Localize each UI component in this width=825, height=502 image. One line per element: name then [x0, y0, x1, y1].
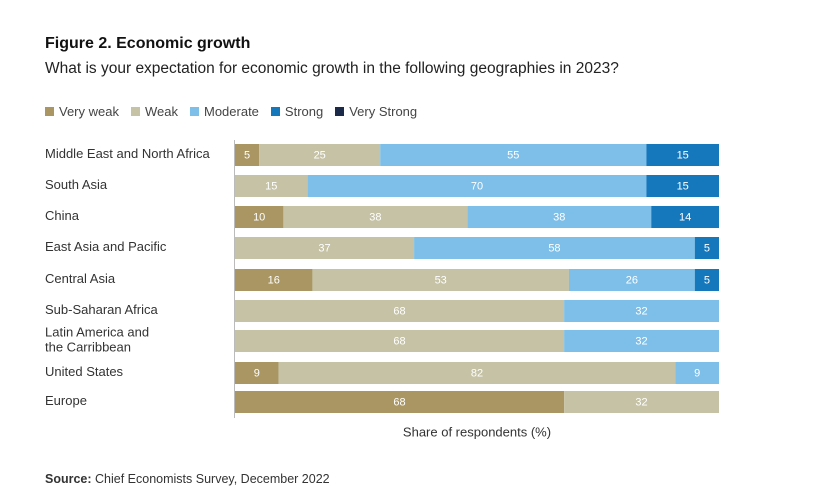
data-label: 32	[635, 335, 647, 347]
legend-item-moderate: Moderate	[189, 104, 259, 119]
data-label: 14	[679, 211, 691, 223]
legend-label: Moderate	[203, 104, 259, 119]
data-label: 68	[393, 335, 405, 347]
data-label: 15	[265, 180, 277, 192]
data-label: 38	[369, 211, 381, 223]
bar-segment-weak	[235, 237, 415, 259]
data-label: 58	[548, 242, 560, 254]
bar-segment-very-weak	[235, 206, 284, 228]
figure-title: Figure 2. Economic growth	[45, 35, 251, 52]
bar-segment-moderate	[380, 144, 647, 166]
bar-segment-weak	[259, 144, 381, 166]
bar-segment-moderate	[414, 237, 695, 259]
legend-swatch	[189, 107, 199, 116]
bar-segment-very-weak	[235, 391, 565, 413]
category-label: Sub-Saharan Africa	[45, 302, 159, 317]
stacked-bar-chart: Middle East and North Africa 5 25 55 15South…	[45, 140, 719, 439]
category-label: China	[45, 208, 80, 223]
bar-segment-moderate	[564, 300, 719, 322]
bar-segment-strong	[646, 175, 719, 197]
bar-segment-moderate	[675, 362, 719, 384]
data-label: 5	[704, 242, 710, 254]
legend-label: Weak	[144, 104, 178, 119]
legend-swatch	[335, 107, 345, 116]
category-label: Europe	[45, 393, 87, 408]
data-label: 32	[635, 305, 647, 317]
data-label: 53	[435, 274, 447, 286]
bar-segment-weak	[235, 175, 308, 197]
x-axis-label: Share of respondents (%)	[403, 424, 551, 439]
data-label: 26	[626, 274, 638, 286]
data-label: 32	[635, 396, 647, 408]
data-label: 10	[253, 211, 265, 223]
figure-subtitle: What is your expectation for economic gr…	[45, 60, 619, 77]
data-label: 5	[704, 274, 710, 286]
data-label: 82	[471, 367, 483, 379]
bar-segment-weak	[235, 330, 565, 352]
legend-label: Strong	[284, 104, 324, 119]
bar-segment-moderate	[307, 175, 647, 197]
legend-label: Very weak	[59, 104, 119, 119]
bar-segment-weak	[564, 391, 719, 413]
data-label: 5	[244, 149, 250, 161]
data-label: 9	[254, 367, 260, 379]
bar-segment-strong	[694, 237, 719, 259]
legend-label: Very Strong	[349, 104, 418, 119]
category-label: Central Asia	[45, 271, 116, 286]
legend-swatch	[270, 107, 280, 116]
category-label: United States	[45, 364, 124, 379]
data-label: 68	[393, 396, 405, 408]
legend-item-strong: Strong	[270, 104, 324, 119]
data-label: 9	[694, 367, 700, 379]
data-label: 16	[268, 274, 280, 286]
bar-segment-moderate	[568, 269, 695, 291]
data-label: 70	[471, 180, 483, 192]
data-label: 38	[553, 211, 565, 223]
data-label: 15	[677, 180, 689, 192]
source-text: Chief Economists Survey, December 2022	[91, 472, 330, 486]
legend-swatch	[130, 107, 140, 116]
legend-swatch	[45, 107, 54, 116]
data-label: 37	[318, 242, 330, 254]
bar-segment-moderate	[467, 206, 652, 228]
data-label: 15	[677, 149, 689, 161]
bar-segment-weak	[278, 362, 676, 384]
legend-item-weak: Weak	[130, 104, 178, 119]
category-label: South Asia	[45, 177, 108, 192]
legend-item-very-strong: Very Strong	[335, 104, 417, 119]
data-label: 55	[507, 149, 519, 161]
legend-item-very-weak: Very weak	[45, 104, 119, 119]
bar-segment-moderate	[564, 330, 719, 352]
bar-segment-weak	[283, 206, 468, 228]
category-label: Latin America and the Carribbean	[45, 325, 149, 355]
data-label: 68	[393, 305, 405, 317]
category-label: East Asia and Pacific	[45, 239, 167, 254]
bar-segment-very-weak	[235, 362, 279, 384]
category-label: Middle East and North Africa	[45, 146, 211, 161]
bar-segment-weak	[235, 300, 565, 322]
source-label: Source:	[45, 472, 92, 486]
bar-segment-weak	[312, 269, 569, 291]
data-label: 25	[314, 149, 326, 161]
bar-segment-strong	[651, 206, 719, 228]
chart-legend: Very weak Weak Moderate Strong Very Strong	[45, 104, 429, 119]
bar-segment-very-weak	[235, 144, 260, 166]
source-note: Source: Chief Economists Survey, Decembe…	[45, 472, 330, 486]
bar-segment-strong	[694, 269, 719, 291]
bar-segment-very-weak	[235, 269, 313, 291]
bar-segment-strong	[646, 144, 719, 166]
